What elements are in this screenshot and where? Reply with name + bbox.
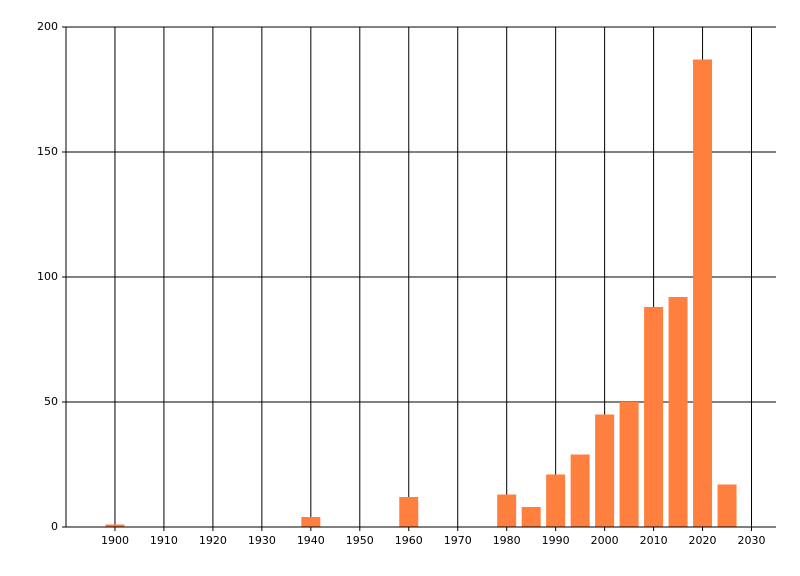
bar	[546, 474, 566, 527]
x-tick-label: 1970	[444, 534, 472, 547]
x-tick-label: 2020	[689, 534, 717, 547]
y-tick-label: 150	[37, 145, 58, 158]
bar	[497, 494, 517, 527]
bar	[644, 307, 664, 527]
bar	[717, 484, 737, 527]
x-tick-label: 1940	[297, 534, 325, 547]
x-tick-label: 2030	[738, 534, 766, 547]
x-tick-label: 1980	[493, 534, 521, 547]
y-tick-label: 50	[44, 395, 58, 408]
y-tick-label: 0	[51, 520, 58, 533]
bar	[399, 497, 419, 527]
y-tick-label: 200	[37, 20, 58, 33]
bar	[619, 402, 639, 527]
x-tick-label: 1960	[395, 534, 423, 547]
bar	[570, 454, 590, 527]
x-tick-label: 1900	[101, 534, 129, 547]
bar	[668, 297, 688, 527]
x-tick-label: 1950	[346, 534, 374, 547]
x-tick-label: 1910	[150, 534, 178, 547]
x-tick-label: 1920	[199, 534, 227, 547]
x-tick-label: 1990	[542, 534, 570, 547]
y-tick-label: 100	[37, 270, 58, 283]
bar	[693, 59, 713, 527]
bar	[521, 507, 541, 527]
x-tick-label: 2010	[640, 534, 668, 547]
bar	[301, 517, 321, 527]
bar	[105, 524, 125, 527]
x-tick-label: 1930	[248, 534, 276, 547]
x-tick-label: 2000	[591, 534, 619, 547]
bar	[595, 414, 615, 527]
